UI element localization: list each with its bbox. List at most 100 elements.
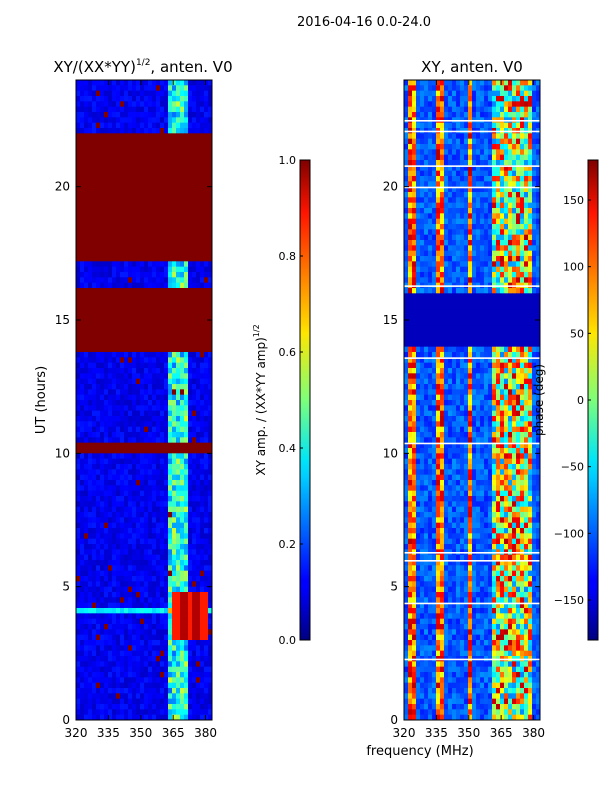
heat-cell: [164, 426, 169, 433]
heat-cell: [96, 709, 101, 716]
heat-cell: [92, 640, 97, 646]
heat-cell: [168, 432, 173, 438]
heat-cell: [80, 592, 85, 598]
heat-cell: [176, 592, 181, 598]
heat-cell: [104, 181, 109, 188]
heat-cell: [100, 106, 105, 113]
heat-cell: [176, 613, 181, 620]
heat-cell: [192, 394, 197, 401]
heat-cell: [136, 378, 141, 385]
heat-cell: [196, 421, 201, 428]
heat-cell: [84, 144, 89, 150]
heat-cell: [420, 85, 425, 92]
heat-cell: [196, 576, 201, 582]
heat-cell: [140, 80, 145, 86]
heat-cell: [124, 362, 129, 369]
heat-cell: [456, 133, 461, 140]
heat-cell: [520, 101, 525, 108]
heat-cell: [164, 496, 169, 502]
heat-cell: [200, 384, 205, 390]
heat-cell: [176, 693, 181, 700]
heat-cell: [208, 250, 213, 257]
heat-cell: [96, 309, 101, 316]
heat-cell: [80, 517, 85, 524]
heat-cell: [196, 154, 201, 161]
heat-cell: [112, 560, 117, 566]
heat-cell: [152, 106, 157, 113]
heat-cell: [164, 106, 169, 113]
heat-cell: [100, 245, 105, 252]
heat-cell: [512, 122, 517, 129]
heat-cell: [528, 186, 533, 193]
heat-cell: [196, 416, 201, 422]
heat-cell: [140, 272, 145, 278]
heat-cell: [124, 570, 129, 577]
heat-cell: [196, 549, 201, 556]
heat-cell: [100, 160, 105, 166]
heat-cell: [208, 528, 213, 534]
heat-cell: [452, 160, 457, 166]
heat-cell: [204, 373, 209, 380]
heat-cell: [144, 101, 149, 108]
heat-cell: [172, 453, 177, 460]
heat-cell: [112, 490, 117, 497]
heat-cell: [100, 330, 105, 337]
heat-cell: [120, 298, 125, 305]
heat-cell: [184, 325, 189, 332]
heat-cell: [164, 464, 169, 470]
heat-cell: [76, 400, 81, 406]
heat-cell: [152, 357, 157, 364]
heat-cell: [100, 474, 105, 481]
heat-cell: [172, 666, 177, 673]
heat-cell: [128, 437, 133, 444]
heat-cell: [208, 128, 213, 134]
heat-cell: [492, 96, 497, 102]
heat-cell: [116, 282, 121, 289]
heat-cell: [176, 154, 181, 161]
heat-cell: [84, 592, 89, 598]
heat-cell: [196, 490, 201, 497]
heat-cell: [144, 666, 149, 673]
heat-cell: [96, 634, 101, 641]
heat-cell: [160, 106, 165, 113]
heat-cell: [112, 330, 117, 337]
heat-cell: [184, 480, 189, 486]
heat-cell: [92, 138, 97, 145]
heat-cell: [96, 421, 101, 428]
heat-cell: [76, 208, 81, 214]
heat-cell: [100, 581, 105, 588]
heat-cell: [436, 149, 441, 156]
heat-cell: [124, 538, 129, 545]
heat-cell: [180, 154, 185, 161]
heat-cell: [76, 624, 81, 630]
heat-cell: [120, 586, 125, 593]
heat-cell: [176, 458, 181, 465]
heat-cell: [92, 565, 97, 572]
heat-cell: [520, 208, 525, 214]
heat-cell: [448, 85, 453, 92]
heat-cell: [128, 346, 133, 353]
heat-cell: [144, 485, 149, 492]
heat-cell: [152, 389, 157, 396]
heat-cell: [84, 474, 89, 481]
heat-cell: [76, 330, 81, 337]
heat-cell: [204, 389, 209, 396]
heat-cell: [140, 474, 145, 481]
heat-cell: [96, 592, 101, 598]
heat-cell: [136, 421, 141, 428]
heat-cell: [124, 368, 129, 374]
heat-cell: [100, 410, 105, 417]
heat-cell: [440, 106, 445, 113]
heat-cell: [472, 138, 477, 145]
heat-cell: [112, 202, 117, 209]
heat-cell: [428, 160, 433, 166]
heat-cell: [88, 592, 93, 598]
heat-cell: [148, 128, 153, 134]
heat-cell: [132, 682, 137, 689]
heat-cell: [164, 661, 169, 668]
heat-cell: [164, 144, 169, 150]
heat-cell: [200, 304, 205, 310]
heat-cell: [96, 80, 101, 86]
heat-cell: [80, 672, 85, 678]
heat-cell: [124, 224, 129, 230]
